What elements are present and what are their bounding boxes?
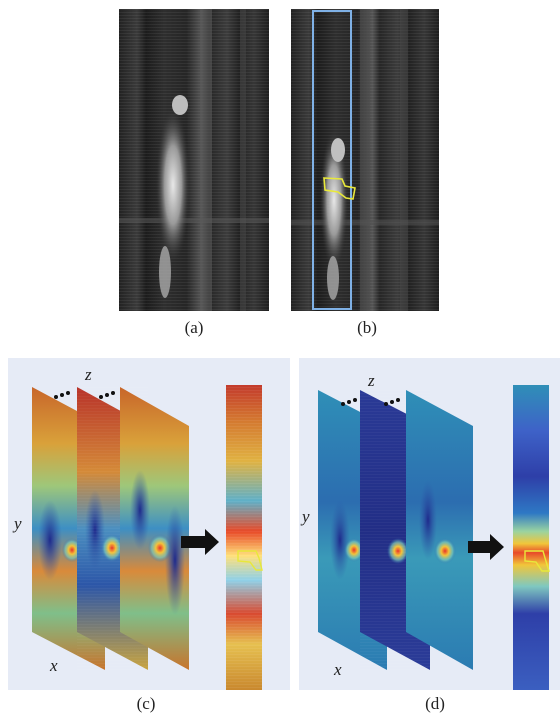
panel-c-output-column [226,385,263,690]
panel-c-feature-slices [32,387,189,670]
panel-d-output-column [513,385,550,690]
axis-x-label-c: x [50,656,58,675]
axis-y-label-d: y [302,507,310,526]
target-outline [323,177,356,200]
panel-c-dots [54,391,115,399]
target-outline-c [237,550,263,571]
panel-a-radar-image [119,9,269,311]
slice-d-3 [406,390,473,670]
axis-z-label-d: z [368,371,375,390]
region-of-interest-box [312,10,352,310]
axis-y-label-c: y [14,514,22,533]
axis-x-label-d: x [334,660,342,679]
caption-c: (c) [136,694,156,713]
caption-d: (d) [425,694,445,713]
arrow-c [181,529,219,555]
caption-b: (b) [357,318,377,337]
panel-b-radar-image [291,9,439,311]
caption-a: (a) [184,318,204,337]
panel-d-dots [341,398,400,406]
arrow-d [468,534,504,560]
axis-z-label-c: z [85,365,92,384]
panel-d-feature-slices [318,390,473,670]
target-outline-d [524,550,550,572]
